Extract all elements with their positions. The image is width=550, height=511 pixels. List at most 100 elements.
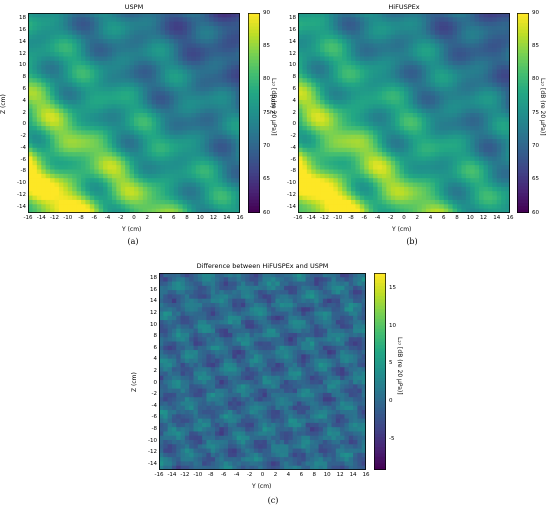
heat-cell [103,204,109,210]
heat-cell [337,52,343,58]
heat-cell [381,113,387,118]
heat-cell [483,73,489,79]
heat-cell [28,173,34,179]
heat-cell [50,108,56,114]
heat-cell [483,117,489,123]
heat-cell [76,130,82,136]
heat-cell [72,82,78,88]
heat-cell [164,165,170,171]
heat-cell [333,126,339,131]
heat-cell [364,52,370,58]
heat-cell [222,134,228,140]
heat-cell [164,99,170,105]
colorbar-swatch [248,133,260,137]
heat-cell [483,191,489,197]
heat-cell [191,178,197,184]
heat-cell [305,302,311,308]
heat-cell [209,208,215,213]
heat-cell [195,191,201,197]
heat-cell [353,273,358,278]
heat-cell [461,43,467,49]
heat-cell [72,104,78,110]
heat-cell [434,117,440,123]
heat-cell [351,117,357,123]
heat-cell [72,165,78,171]
heat-cell [351,69,357,75]
heat-cell [337,117,343,123]
heat-cell [50,178,56,184]
heat-cell [171,311,177,317]
heat-cell [399,178,405,184]
heat-cell [390,104,396,110]
heat-cell [381,52,387,58]
heat-cell [342,121,348,127]
heat-cell [434,186,440,192]
heat-cell [505,113,510,118]
heat-cell [302,86,308,92]
heat-cell [81,191,87,197]
heat-cell [187,160,193,166]
heat-cell [452,99,458,105]
heat-cell [284,302,289,308]
heat-cell [226,34,232,40]
heat-cell [355,21,361,27]
colorbar-swatch [517,186,529,191]
heat-cell [361,273,366,278]
heat-cell [134,147,140,153]
heat-cell [147,60,153,66]
heat-cell [324,126,330,131]
heat-cell [426,130,432,136]
heat-cell [164,34,170,40]
heat-cell [298,169,304,175]
heat-cell [465,195,471,201]
heat-cell [309,302,315,308]
heat-cell [103,52,109,58]
heat-cell [213,182,219,188]
heat-cell [63,169,69,175]
heat-cell [373,126,379,131]
heat-cell [107,195,113,201]
heat-cell [120,99,126,105]
heat-cell [231,34,237,40]
heat-cell [134,178,140,184]
colorbar-swatch [517,166,529,171]
heat-cell [421,147,427,153]
heat-cell [355,121,361,127]
heat-cell [213,130,219,136]
heat-cell [337,152,343,158]
heat-cell [209,186,215,192]
heat-cell [111,134,117,140]
heat-cell [348,277,354,283]
heat-cell [470,65,476,71]
heat-cell [107,78,113,84]
heat-cell [36,186,42,192]
heat-cell [142,82,148,88]
heat-cell [443,113,449,118]
heat-cell [373,152,379,158]
heat-cell [45,113,51,118]
heat-cell [364,95,370,101]
heat-cell [346,182,352,188]
heat-cell [443,104,449,110]
heat-cell [195,160,201,166]
heat-cell [333,17,339,23]
heat-cell [151,147,157,153]
heat-cell [496,143,502,149]
heat-cell [54,186,60,192]
heat-cell [169,139,175,145]
heat-cell [457,121,463,127]
heat-cell [368,113,374,118]
heat-cell [182,13,188,18]
heat-cell [355,17,361,23]
heat-cell [134,160,140,166]
heat-cell [36,117,42,123]
heat-cell [344,294,350,300]
heat-cell [173,173,179,179]
heat-cell [111,156,117,162]
colorbar-swatch [517,179,529,184]
heat-cell [76,143,82,149]
heat-cell [364,165,370,171]
heat-cell [32,134,38,140]
heat-cell [76,13,82,18]
heat-cell [129,43,135,49]
